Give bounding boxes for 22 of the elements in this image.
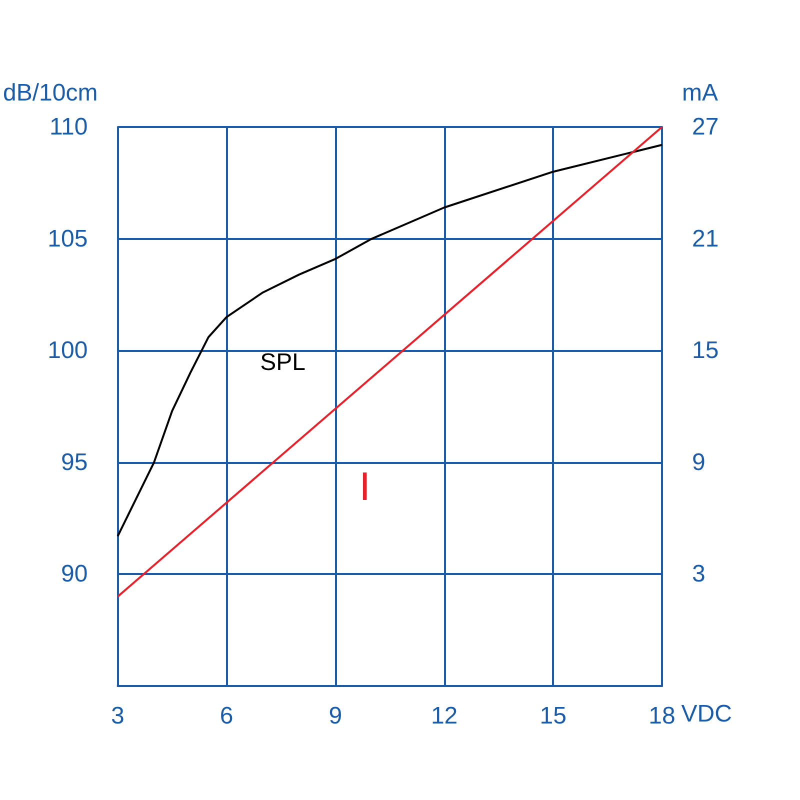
y2-tick-label: 21: [692, 225, 719, 252]
y2-tick-label: 9: [692, 448, 706, 476]
series-label: I: [359, 464, 370, 509]
x-tick-label: 12: [430, 702, 458, 730]
y-tick-label: 110: [49, 114, 88, 140]
y2-tick-label: 15: [692, 337, 719, 364]
y-axis-title: dB/10cm: [2, 80, 98, 106]
x-axis-title: VDC: [681, 700, 732, 728]
x-tick-label: 15: [540, 702, 566, 730]
y-tick-label: 105: [48, 225, 88, 252]
series-label: SPL: [260, 348, 306, 376]
y2-axis-title: mA: [682, 80, 718, 106]
x-tick-label: 18: [648, 702, 676, 730]
x-tick-label: 6: [220, 702, 234, 730]
y2-tick-label: 3: [692, 560, 706, 588]
y-tick-label: 100: [48, 337, 88, 364]
y2-tick-label: 27: [692, 114, 719, 140]
y-tick-label: 95: [61, 448, 88, 476]
x-tick-label: 9: [328, 702, 342, 730]
x-tick-label: 3: [111, 702, 124, 730]
line-series: [116, 144, 663, 538]
y-tick-label: 90: [61, 560, 88, 588]
